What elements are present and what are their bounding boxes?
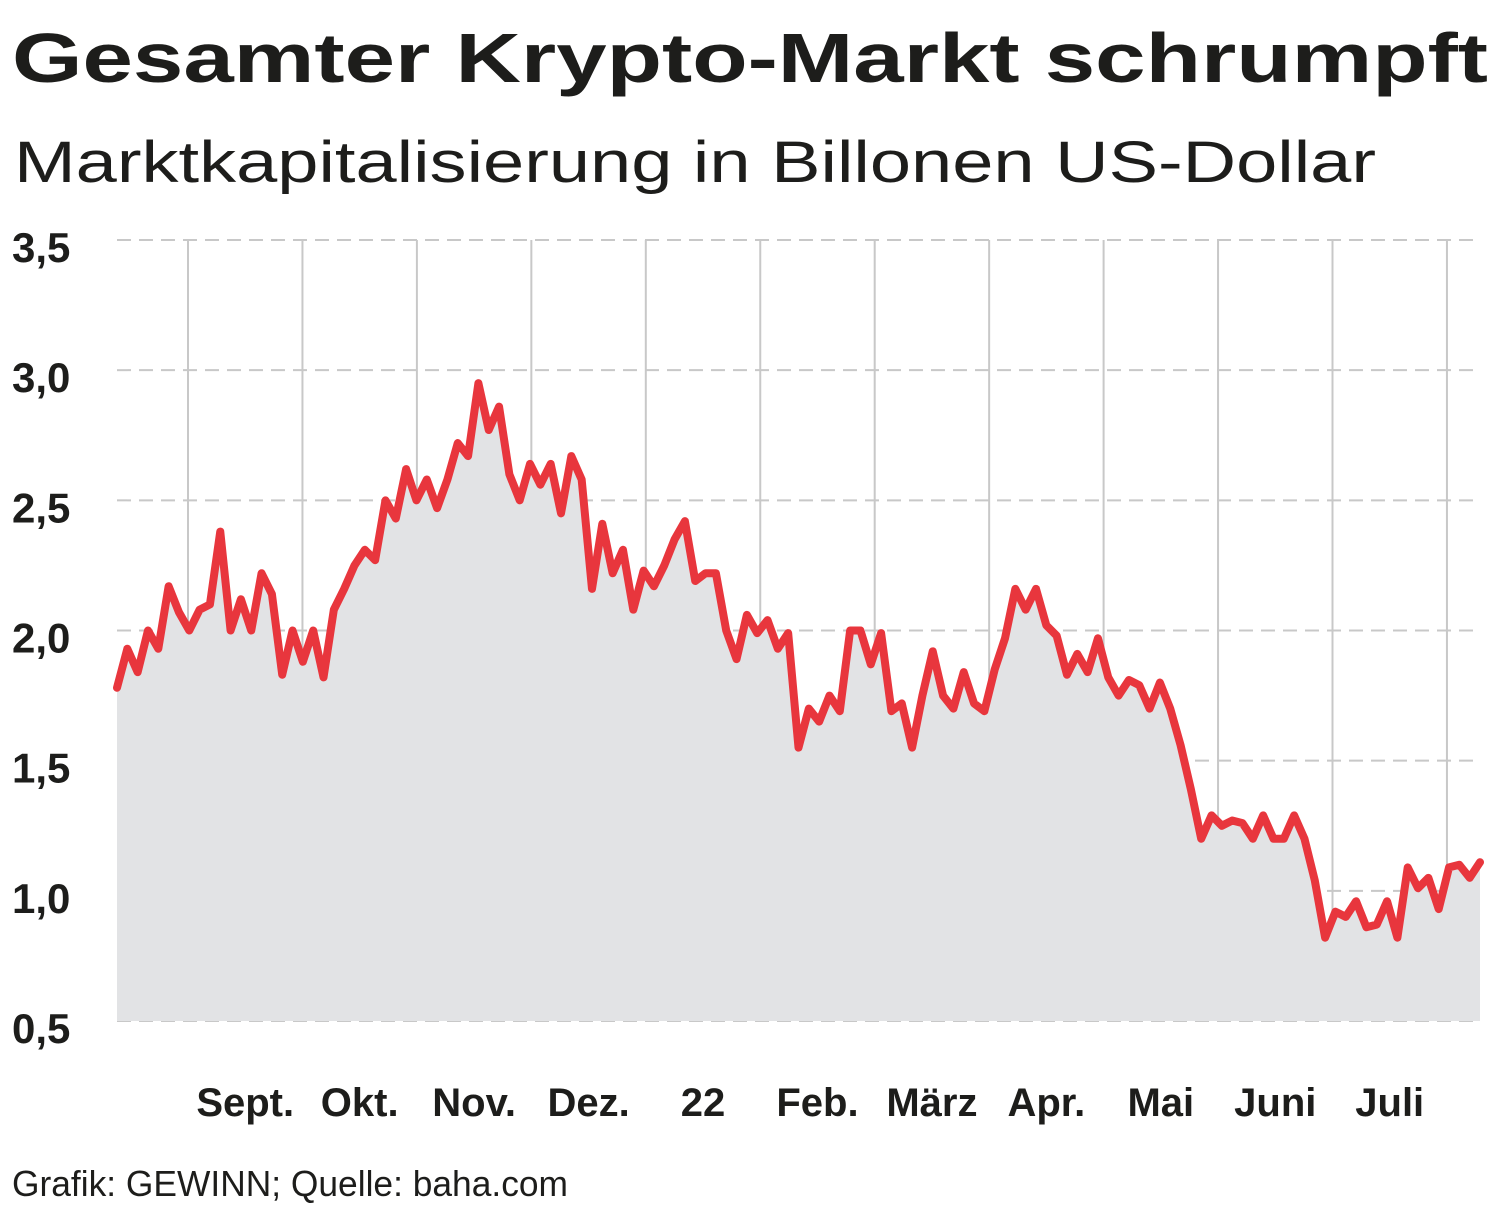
x-tick-label: Feb. — [776, 1081, 858, 1125]
y-tick-label: 3,0 — [12, 354, 70, 401]
y-tick-label: 1,0 — [12, 875, 70, 922]
chart-subtitle: Marktkapitalisierung in Billonen US-Doll… — [14, 130, 1376, 195]
x-tick-label: Apr. — [1007, 1081, 1085, 1125]
y-tick-label: 1,5 — [12, 745, 70, 792]
line — [113, 379, 1484, 942]
y-tick-label: 0,5 — [12, 1005, 70, 1052]
source: Grafik: GEWINN; Quelle: baha.com — [12, 1163, 568, 1204]
chart-title: Gesamter Krypto-Markt schrumpft — [12, 19, 1488, 97]
y-tick-label: 3,5 — [12, 224, 70, 271]
x-tick-label: Juni — [1234, 1081, 1316, 1125]
x-tick-label: Juli — [1355, 1081, 1424, 1125]
y-tick-label: 2,0 — [12, 615, 70, 662]
plot: 0,5 1,0 1,5 2,0 2,5 3,0 3,5 Sept. Okt. Nov. Dez. 22… — [12, 224, 1484, 1125]
y-tick-label: 2,5 — [12, 484, 70, 531]
x-tick-label: März — [886, 1081, 977, 1125]
x-tick-label: Sept. — [196, 1081, 294, 1125]
x-tick-label: Dez. — [547, 1081, 629, 1125]
area — [117, 383, 1480, 1021]
x-tick-label: Mai — [1127, 1081, 1194, 1125]
x-tick-label: Nov. — [432, 1081, 516, 1125]
x-tick-label: 22 — [681, 1081, 726, 1125]
x-tick-label: Okt. — [321, 1081, 399, 1125]
